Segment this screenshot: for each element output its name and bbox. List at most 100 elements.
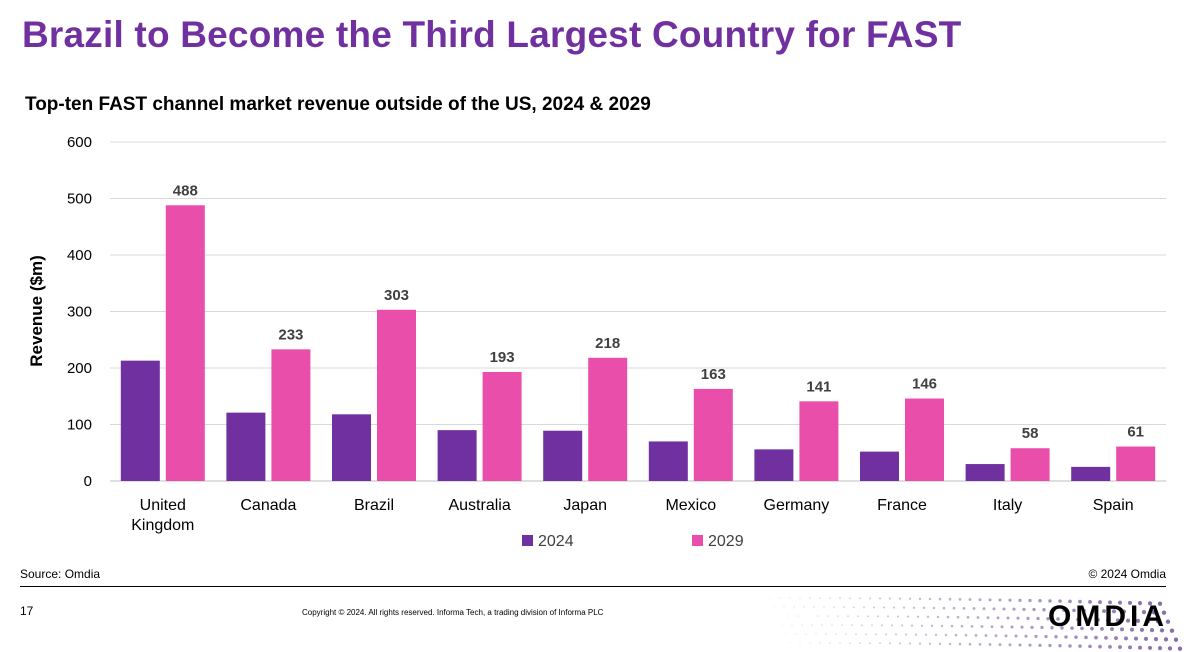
- decorative-dot: [1100, 626, 1104, 631]
- decorative-dot: [855, 633, 857, 636]
- legend-label-2024: 2024: [538, 533, 574, 550]
- decorative-dot: [932, 606, 936, 610]
- bar-2024: [965, 464, 1005, 481]
- decorative-dot: [785, 633, 787, 635]
- decorative-dot: [918, 597, 922, 601]
- y-tick-label: 200: [67, 360, 92, 377]
- bar-2029: [482, 371, 522, 481]
- decorative-dot: [998, 643, 1002, 647]
- decorative-dot: [970, 624, 974, 628]
- y-tick-label: 0: [84, 473, 92, 490]
- decorative-dot: [890, 624, 894, 627]
- data-label: 61: [1127, 424, 1144, 441]
- source-note: Source: Omdia: [20, 567, 101, 581]
- decorative-dot: [813, 606, 815, 608]
- x-tick-label: Brazil: [354, 497, 394, 514]
- decorative-dot: [1052, 608, 1056, 612]
- decorative-dot: [960, 624, 964, 628]
- decorative-dot: [1050, 626, 1054, 630]
- decorative-dot: [1030, 625, 1034, 629]
- decorative-dot: [1147, 645, 1153, 650]
- decorative-dot: [1008, 598, 1012, 602]
- decorative-dot: [992, 607, 996, 611]
- data-label: 218: [595, 335, 620, 352]
- decorative-dot: [1048, 599, 1052, 603]
- decorative-dot: [1046, 617, 1050, 621]
- decorative-dot: [865, 633, 867, 636]
- decorative-dot: [966, 615, 970, 619]
- decorative-dot: [922, 606, 926, 610]
- decorative-dot: [908, 642, 912, 645]
- page-number: 17: [20, 604, 34, 618]
- decorative-dot: [934, 633, 938, 637]
- decorative-dot: [958, 597, 962, 601]
- decorative-dot: [863, 606, 865, 609]
- decorative-dot: [1026, 616, 1030, 620]
- bar-2029: [165, 205, 205, 481]
- decorative-dot: [1066, 617, 1070, 621]
- decorative-dot: [783, 606, 785, 608]
- decorative-dot: [1078, 644, 1082, 648]
- decorative-dot: [1060, 626, 1064, 630]
- bar-2024: [226, 412, 266, 481]
- decorative-dot: [1044, 634, 1048, 639]
- decorative-dot: [1163, 637, 1169, 642]
- decorative-dot: [809, 597, 811, 599]
- decorative-dot: [1127, 600, 1133, 605]
- data-label: 146: [912, 376, 937, 393]
- decorative-dot: [835, 633, 837, 635]
- decorative-dot: [791, 624, 793, 626]
- decorative-dot: [1000, 625, 1004, 629]
- decorative-dot: [1106, 618, 1110, 623]
- decorative-dot: [1134, 636, 1138, 641]
- decorative-dot: [1074, 635, 1078, 639]
- decorative-dot: [1139, 627, 1145, 632]
- decorative-dot: [1004, 634, 1008, 638]
- decorative-dot: [795, 633, 797, 635]
- decorative-dot: [1032, 607, 1036, 612]
- decorative-dot: [1147, 601, 1153, 606]
- decorative-dot: [803, 606, 805, 608]
- decorative-dot: [1028, 643, 1032, 647]
- decorative-dot: [1024, 634, 1028, 638]
- decorative-dot: [789, 642, 791, 644]
- bar-2029: [693, 388, 733, 481]
- decorative-dot: [1155, 619, 1161, 624]
- decorative-dot: [986, 616, 990, 620]
- decorative-dot: [1137, 601, 1143, 606]
- decorative-dot: [869, 597, 871, 600]
- decorative-dot: [1112, 609, 1116, 614]
- decorative-dot: [829, 642, 831, 644]
- decorative-dot: [1040, 625, 1044, 630]
- decorative-dot: [1157, 646, 1163, 651]
- decorative-dot: [954, 633, 958, 637]
- decorative-dot: [889, 642, 891, 645]
- decorative-dot: [896, 615, 900, 618]
- decorative-dot: [1098, 600, 1102, 605]
- decorative-dot: [938, 642, 942, 646]
- legal-notice: Copyright © 2024. All rights reserved. I…: [302, 608, 604, 617]
- decorative-dot: [777, 615, 779, 617]
- decorative-dot: [1034, 634, 1038, 638]
- decorative-dot: [1036, 616, 1040, 621]
- decorative-dot: [847, 615, 849, 618]
- decorative-dot: [1167, 646, 1173, 651]
- decorative-dot: [926, 615, 930, 619]
- decorative-dot: [871, 624, 873, 627]
- decorative-dot: [875, 633, 877, 636]
- decorative-dot: [1016, 616, 1020, 620]
- decorative-dot: [769, 597, 771, 599]
- decorative-dot: [1128, 645, 1132, 650]
- decorative-dot: [920, 624, 924, 627]
- decorative-dot: [859, 597, 861, 600]
- decorative-dot: [990, 625, 994, 629]
- decorative-dot: [839, 597, 841, 600]
- decorative-dot: [843, 606, 845, 609]
- decorative-dot: [1018, 643, 1022, 647]
- decorative-dot: [849, 597, 851, 600]
- bar-2029: [377, 309, 416, 481]
- decorative-dot: [1008, 643, 1012, 647]
- decorative-dot: [1038, 599, 1042, 603]
- decorative-dot: [944, 633, 948, 637]
- decorative-dot: [946, 615, 950, 619]
